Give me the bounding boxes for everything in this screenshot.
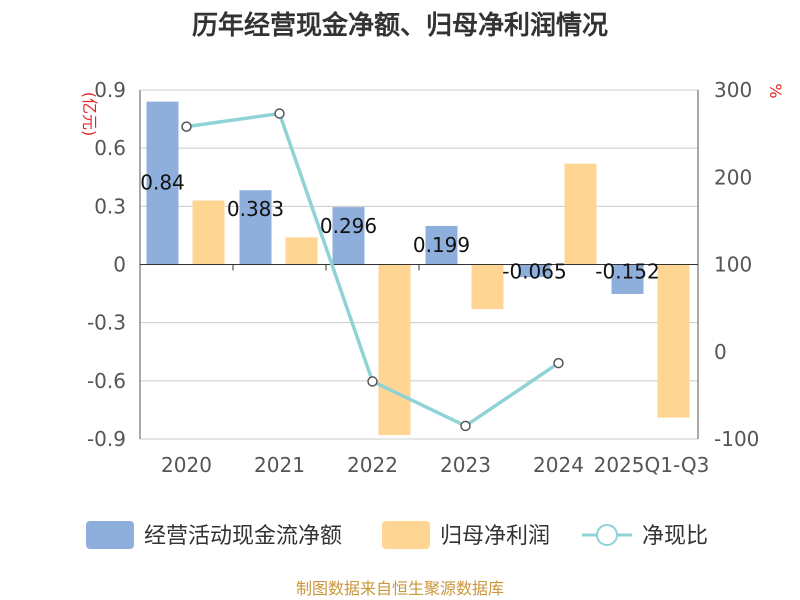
left-tick-label: -0.6	[87, 369, 126, 393]
x-tick-label: 2022	[347, 453, 398, 477]
data-label-cash-2023: 0.199	[413, 233, 470, 257]
legend-swatch-ratio-marker	[596, 524, 618, 546]
bar-profit-2023	[471, 264, 504, 310]
right-tick-label: -100	[714, 427, 759, 451]
legend: 经营活动现金流净额 归母净利润 净现比	[86, 521, 708, 549]
bar-cash-2024	[518, 264, 551, 278]
axes: 0.9 0.6 0.3 0 -0.3 -0.6 -0.9 300 200 100 0 -100 2020…	[87, 78, 759, 477]
ratio-line	[181, 108, 564, 432]
right-tick-label: 200	[714, 165, 752, 189]
right-tick-label: 300	[714, 78, 752, 102]
data-label-cash-2024: -0.065	[502, 260, 566, 284]
data-label-cash-2021: 0.383	[227, 197, 284, 221]
data-labels: 0.84 0.383 0.296 0.199 -0.065 -0.152	[140, 171, 660, 284]
bar-cash-2021	[239, 190, 272, 265]
bar-profit-2020	[192, 200, 225, 265]
legend-label-profit: 归母净利润	[440, 524, 550, 549]
bar-cash-2020	[146, 101, 179, 265]
source-note: 制图数据来自恒生聚源数据库	[296, 579, 504, 598]
legend-swatch-cash	[86, 521, 134, 549]
ratio-point-2024	[553, 357, 564, 369]
bar-cash-2025Q1-Q3	[611, 264, 644, 294]
left-tick-label: 0.6	[94, 136, 126, 160]
ratio-point-2023	[460, 420, 471, 432]
x-tick-label: 2025Q1-Q3	[594, 453, 710, 477]
bar-profit-2025Q1-Q3	[657, 264, 690, 418]
legend-label-cash: 经营活动现金流净额	[144, 524, 342, 549]
legend-swatch-profit	[382, 521, 430, 549]
left-tick-label: -0.9	[87, 427, 126, 451]
x-tick-label: 2020	[161, 453, 212, 477]
x-tick-label: 2021	[254, 453, 305, 477]
ratio-point-2022	[367, 376, 378, 387]
right-tick-label: 100	[714, 253, 752, 277]
bar-cash-2022	[332, 207, 365, 265]
left-tick-label: 0.3	[94, 194, 126, 218]
ratio-point-2020	[181, 121, 192, 132]
chart-title: 历年经营现金净额、归母净利润情况	[192, 10, 608, 41]
data-label-cash-2025Q1-Q3: -0.152	[595, 260, 659, 284]
right-tick-label: 0	[714, 340, 727, 364]
bar-cash-2023	[425, 225, 458, 265]
bar-profit-2021	[285, 237, 318, 265]
bar-profit-2022	[378, 264, 411, 436]
data-label-cash-2020: 0.84	[140, 171, 185, 195]
legend-label-ratio: 净现比	[642, 524, 708, 549]
x-tick-label: 2024	[533, 453, 584, 477]
left-tick-label: -0.3	[87, 311, 126, 335]
x-tick-label: 2023	[440, 453, 491, 477]
bar-profit-2024	[564, 163, 597, 265]
left-tick-label: 0.9	[94, 78, 126, 102]
ratio-point-2021	[274, 108, 285, 119]
data-label-cash-2022: 0.296	[320, 214, 377, 238]
left-axis-unit: (亿元)	[80, 92, 99, 137]
bars	[146, 101, 690, 436]
left-tick-label: 0	[113, 253, 126, 277]
right-axis-unit: %	[766, 83, 785, 98]
